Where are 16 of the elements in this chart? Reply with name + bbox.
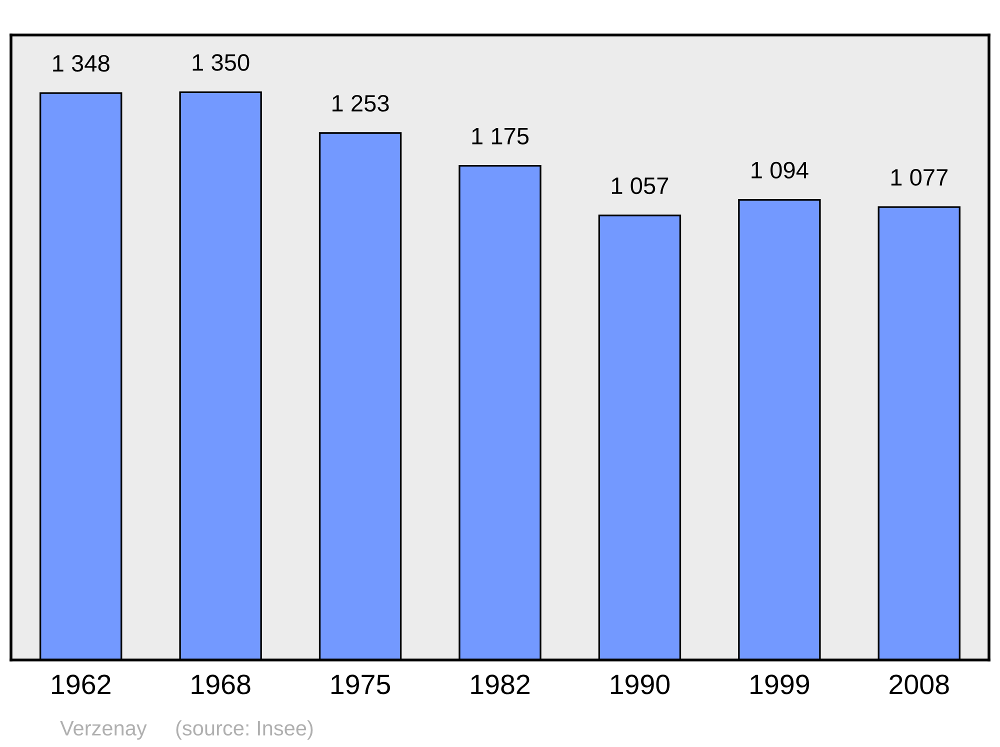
x-tick-label: 1999 [750,674,810,694]
x-tick-label: 1962 [52,674,110,694]
x-tick-label: 1990 [610,674,670,694]
text: (source: Insee) [176,720,313,740]
data-label: 1 253 [332,94,389,112]
x-tick-label: 1968 [192,674,250,694]
text: Verzenay [60,721,147,740]
data-label: 1 348 [53,54,110,72]
x-tick-label: 2008 [890,674,949,694]
data-label: 1 077 [891,168,948,186]
x-tick-label: 1975 [332,674,390,694]
data-label: 1 175 [472,128,529,144]
data-label: 1 350 [192,54,250,71]
x-tick-label: 1982 [471,674,530,694]
data-label: 1 057 [612,177,668,194]
data-label: 1 094 [752,162,808,179]
